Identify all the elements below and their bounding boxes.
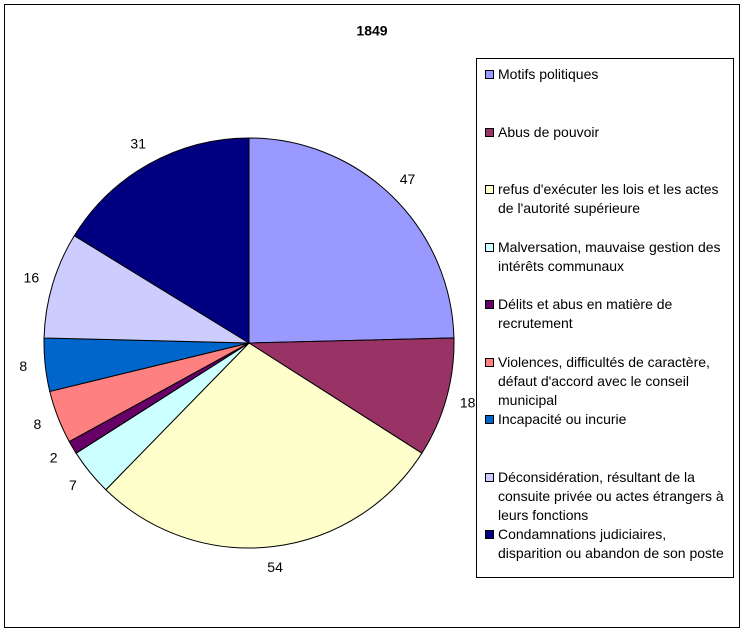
chart-title: 1849 [356, 23, 387, 39]
legend-swatch [485, 242, 494, 252]
legend-swatch [485, 127, 494, 137]
legend-label: Déconsidération, résultant de la consuit… [498, 468, 724, 523]
legend-swatch [485, 185, 494, 194]
legend-swatch [485, 530, 494, 539]
legend-label: Motifs politiques [498, 66, 599, 82]
legend-label: Condamnations judiciaires, disparition o… [498, 526, 724, 561]
legend-entry: Motifs politiques [485, 65, 729, 84]
pie-slice [248, 137, 455, 344]
pie-slice [105, 342, 423, 549]
legend-swatch [485, 472, 494, 482]
data-label: 47 [400, 171, 416, 187]
legend-entry: Déconsidération, résultant de la consuit… [485, 468, 729, 525]
legend-swatch [485, 415, 494, 424]
legend-label: Délits et abus en matière de recrutement [498, 296, 673, 331]
legend-label: Malversation, mauvaise gestion des intér… [498, 238, 721, 274]
legend-entry: Incapacité ou incurie [485, 410, 729, 429]
legend-entry: Délits et abus en matière de recrutement [485, 295, 729, 333]
pie-slice [43, 234, 251, 344]
legend-entry: Abus de pouvoir [485, 123, 729, 142]
legend-swatch [485, 357, 494, 367]
legend-label: Incapacité ou incurie [498, 411, 627, 427]
data-label: 18 [460, 395, 476, 411]
legend-label: Abus de pouvoir [498, 123, 600, 140]
legend-swatch [485, 70, 494, 79]
data-label: 2 [50, 449, 58, 465]
data-label: 8 [19, 358, 27, 374]
data-label: 54 [267, 559, 283, 575]
legend-entry: refus d'exécuter les lois et les actes d… [485, 180, 729, 218]
legend-entry: Violences, difficultés de caractère, déf… [485, 353, 729, 410]
data-label: 31 [130, 136, 146, 152]
legend: Motifs politiques Abus de pouvoir refus d'… [476, 58, 734, 578]
pie-slice [247, 337, 455, 454]
legend-entry: Condamnations judiciaires, disparition o… [485, 525, 729, 563]
pie-slice [73, 137, 250, 344]
legend-label: Violences, difficultés de caractère, déf… [498, 353, 710, 408]
data-label: 16 [24, 269, 40, 285]
data-label: 8 [33, 416, 41, 432]
data-label: 7 [69, 477, 77, 493]
legend-entry: Malversation, mauvaise gestion des intér… [485, 238, 729, 276]
legend-label: refus d'exécuter les lois et les actes d… [498, 181, 719, 216]
legend-swatch [485, 300, 494, 309]
